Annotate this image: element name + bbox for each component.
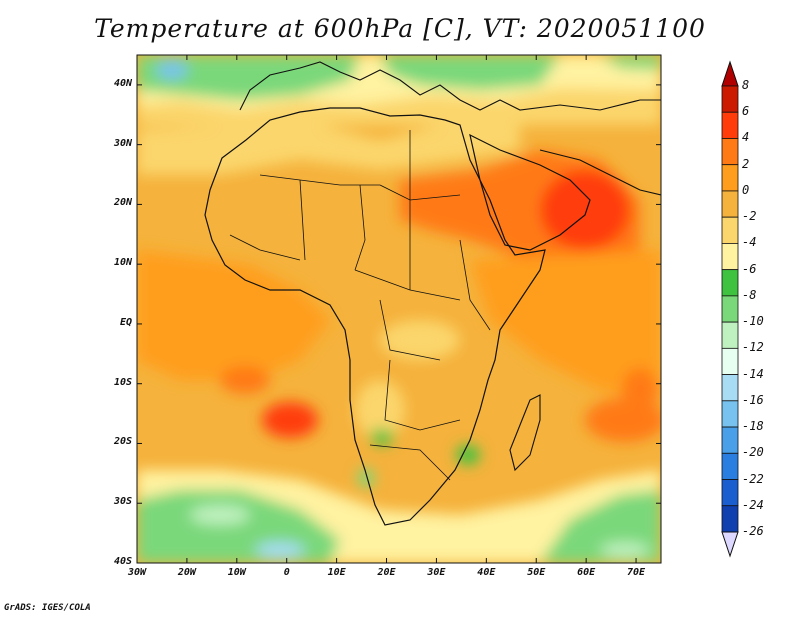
colorbar-swatch — [721, 479, 739, 507]
lat-label: 20S — [113, 436, 132, 448]
persia-coastline — [539, 149, 661, 196]
colorbar-level-label: -18 — [742, 419, 764, 434]
lat-label: 40S — [113, 556, 132, 567]
country-borders — [229, 130, 491, 481]
colorbar-swatch — [721, 426, 739, 454]
lat-tick-marks — [137, 84, 661, 564]
colorbar-swatch — [721, 269, 739, 297]
colorbar-swatch — [721, 243, 739, 271]
colorbar-level-label: -26 — [742, 524, 764, 538]
colorbar-level-label: -12 — [742, 340, 764, 355]
colorbar-bottom-arrow — [721, 531, 739, 558]
lon-label: 50E — [527, 567, 546, 578]
colorbar-level-label: -2 — [742, 209, 757, 224]
colorbar-swatch — [721, 400, 739, 428]
colorbar-swatch — [721, 85, 739, 113]
colorbar — [721, 60, 739, 558]
colorbar-level-label: -10 — [742, 314, 764, 329]
colorbar-level-label: -6 — [742, 261, 757, 276]
lon-label: 0 — [283, 567, 290, 578]
colorbar-level-label: 4 — [742, 130, 750, 145]
arabia-coastline — [469, 133, 591, 251]
lon-label: 70E — [627, 567, 646, 578]
colorbar-top-arrow — [721, 60, 739, 87]
colorbar-level-label: 8 — [742, 78, 750, 92]
lon-label: 20E — [377, 567, 396, 578]
madagascar-coastline — [509, 394, 541, 472]
colorbar-level-label: -20 — [742, 445, 764, 460]
colorbar-level-label: -4 — [742, 235, 757, 250]
lat-label: 20N — [113, 197, 132, 209]
lon-label: 30E — [427, 567, 446, 578]
lat-label: EQ — [119, 316, 132, 328]
colorbar-swatch — [721, 321, 739, 349]
colorbar-level-label: 6 — [742, 104, 750, 119]
lat-label: 30N — [113, 137, 132, 149]
lat-label: 10N — [113, 257, 132, 269]
lon-label: 30W — [127, 567, 147, 578]
africa-coastline — [204, 107, 546, 526]
grads-credit: GrADS: IGES/COLA — [4, 603, 91, 613]
lon-label: 60E — [577, 567, 596, 578]
lon-tick-marks — [136, 55, 637, 563]
colorbar-swatch — [721, 295, 739, 323]
colorbar-swatch — [721, 138, 739, 166]
colorbar-level-label: 0 — [742, 182, 750, 197]
colorbar-swatch — [721, 505, 739, 533]
lon-label: 10E — [327, 567, 346, 578]
colorbar-swatch — [721, 216, 739, 244]
colorbar-level-label: -14 — [742, 366, 764, 381]
colorbar-level-label: -8 — [742, 287, 757, 302]
map-title: Temperature at 600hPa [C], VT: 202005110… — [94, 14, 706, 43]
colorbar-level-label: -24 — [742, 497, 764, 512]
lon-label: 40E — [477, 567, 496, 578]
lat-label: 10S — [113, 376, 132, 388]
colorbar-level-label: -16 — [742, 392, 764, 407]
map-frame — [136, 54, 662, 564]
colorbar-swatch — [721, 374, 739, 402]
colorbar-level-label: 2 — [742, 156, 750, 171]
colorbar-swatch — [721, 452, 739, 480]
temperature-field — [137, 55, 661, 563]
colorbar-swatch — [721, 190, 739, 218]
colorbar-level-label: -22 — [742, 471, 764, 486]
lat-label: 40N — [113, 77, 132, 89]
europe-coastline — [239, 61, 661, 111]
lat-label: 30S — [113, 496, 132, 508]
colorbar-swatch — [721, 347, 739, 375]
colorbar-swatch — [721, 111, 739, 139]
lon-label: 10W — [227, 567, 246, 578]
colorbar-swatch — [721, 164, 739, 192]
lon-label: 20W — [177, 567, 196, 578]
